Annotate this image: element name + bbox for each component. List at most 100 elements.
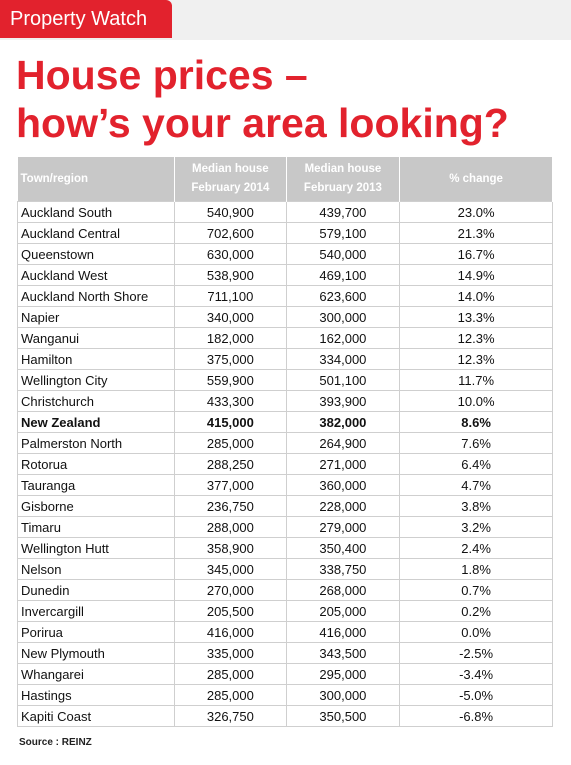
value-cell: 433,300 — [174, 390, 287, 412]
header-line: February 2013 — [303, 182, 382, 194]
region-cell: Wellington Hutt — [16, 537, 176, 559]
value-cell: 295,000 — [285, 663, 401, 685]
region-cell: Auckland South — [16, 201, 176, 223]
table-row: Invercargill 205,500 205,000 0.2% — [16, 600, 553, 622]
header-row: Town/region Median house February 2014 Medi… — [17, 157, 553, 202]
value-cell: 268,000 — [285, 579, 401, 601]
value-cell: 393,900 — [285, 390, 401, 412]
value-cell: 182,000 — [174, 327, 287, 349]
value-cell: 416,000 — [285, 621, 401, 643]
header-line: % change — [449, 172, 503, 185]
value-cell: 350,500 — [285, 705, 401, 727]
price-table: Town/region Median house February 2014 Medi… — [16, 157, 553, 727]
region-cell: Gisborne — [16, 495, 176, 517]
region-cell: Napier — [16, 306, 176, 328]
region-cell: Dunedin — [16, 579, 176, 601]
value-cell: 630,000 — [174, 243, 287, 265]
value-cell: 345,000 — [174, 558, 287, 580]
table-row: Timaru 288,000 279,000 3.2% — [16, 516, 553, 538]
value-cell: 334,000 — [285, 348, 401, 370]
value-cell: 350,400 — [285, 537, 401, 559]
value-cell: -5.0% — [399, 684, 553, 706]
value-cell: 279,000 — [285, 516, 401, 538]
header-line: Median house — [192, 163, 269, 175]
value-cell: 0.2% — [399, 600, 553, 622]
value-cell: 360,000 — [285, 474, 401, 496]
region-cell: Nelson — [16, 558, 176, 580]
table-row: Auckland North Shore 711,100 623,600 14.0% — [16, 285, 553, 307]
value-cell: 711,100 — [174, 285, 287, 307]
value-cell: 340,000 — [174, 306, 287, 328]
value-cell: 8.6% — [399, 411, 553, 433]
value-cell: 285,000 — [174, 432, 287, 454]
table-row: Wanganui 182,000 162,000 12.3% — [16, 327, 553, 349]
region-cell: Auckland Central — [16, 222, 176, 244]
value-cell: 377,000 — [174, 474, 287, 496]
table-row: Whangarei 285,000 295,000 -3.4% — [16, 663, 553, 685]
value-cell: 540,000 — [285, 243, 401, 265]
value-cell: 285,000 — [174, 663, 287, 685]
section-tag: Property Watch — [0, 0, 172, 38]
table-row: Rotorua 288,250 271,000 6.4% — [16, 453, 553, 475]
value-cell: 300,000 — [285, 306, 401, 328]
value-cell: 228,000 — [285, 495, 401, 517]
value-cell: 382,000 — [285, 411, 401, 433]
value-cell: -6.8% — [399, 705, 553, 727]
value-cell: 14.9% — [399, 264, 553, 286]
value-cell: 326,750 — [174, 705, 287, 727]
title-line: House prices – — [16, 52, 308, 98]
column-header: Median house February 2014 — [174, 157, 287, 202]
value-cell: 335,000 — [174, 642, 287, 664]
region-cell: Rotorua — [16, 453, 176, 475]
value-cell: 2.4% — [399, 537, 553, 559]
value-cell: 4.7% — [399, 474, 553, 496]
table-row: New Zealand 415,000 382,000 8.6% — [16, 411, 553, 433]
value-cell: 623,600 — [285, 285, 401, 307]
value-cell: 12.3% — [399, 348, 553, 370]
value-cell: 416,000 — [174, 621, 287, 643]
value-cell: 300,000 — [285, 684, 401, 706]
value-cell: 1.8% — [399, 558, 553, 580]
table-row: Kapiti Coast 326,750 350,500 -6.8% — [16, 705, 553, 727]
header-line: Town/region — [20, 172, 89, 185]
value-cell: 538,900 — [174, 264, 287, 286]
value-cell: 7.6% — [399, 432, 553, 454]
value-cell: 439,700 — [285, 201, 401, 223]
region-cell: New Plymouth — [16, 642, 176, 664]
value-cell: 162,000 — [285, 327, 401, 349]
title-line: how’s your area looking? — [16, 100, 509, 146]
column-header: % change — [399, 157, 553, 202]
value-cell: 540,900 — [174, 201, 287, 223]
value-cell: 375,000 — [174, 348, 287, 370]
table-row: Auckland West 538,900 469,100 14.9% — [16, 264, 553, 286]
region-cell: Porirua — [16, 621, 176, 643]
column-header: Median house February 2013 — [286, 157, 401, 202]
region-cell: Tauranga — [16, 474, 176, 496]
table-row: Queenstown 630,000 540,000 16.7% — [16, 243, 553, 265]
value-cell: 338,750 — [285, 558, 401, 580]
value-cell: 16.7% — [399, 243, 553, 265]
region-cell: Kapiti Coast — [16, 705, 176, 727]
value-cell: 271,000 — [285, 453, 401, 475]
table-row: Christchurch 433,300 393,900 10.0% — [16, 390, 553, 412]
value-cell: 559,900 — [174, 369, 287, 391]
region-cell: Timaru — [16, 516, 176, 538]
table-row: Nelson 345,000 338,750 1.8% — [16, 558, 553, 580]
value-cell: 0.7% — [399, 579, 553, 601]
value-cell: 10.0% — [399, 390, 553, 412]
column-header: Town/region — [17, 157, 176, 202]
region-cell: Hastings — [16, 684, 176, 706]
value-cell: 6.4% — [399, 453, 553, 475]
region-cell: Wellington City — [16, 369, 176, 391]
table-row: Auckland Central 702,600 579,100 21.3% — [16, 222, 553, 244]
value-cell: 288,000 — [174, 516, 287, 538]
value-cell: 358,900 — [174, 537, 287, 559]
value-cell: 11.7% — [399, 369, 553, 391]
region-cell: Wanganui — [16, 327, 176, 349]
value-cell: 3.8% — [399, 495, 553, 517]
table-row: Gisborne 236,750 228,000 3.8% — [16, 495, 553, 517]
value-cell: 501,100 — [285, 369, 401, 391]
value-cell: 205,500 — [174, 600, 287, 622]
table-row: Wellington Hutt 358,900 350,400 2.4% — [16, 537, 553, 559]
